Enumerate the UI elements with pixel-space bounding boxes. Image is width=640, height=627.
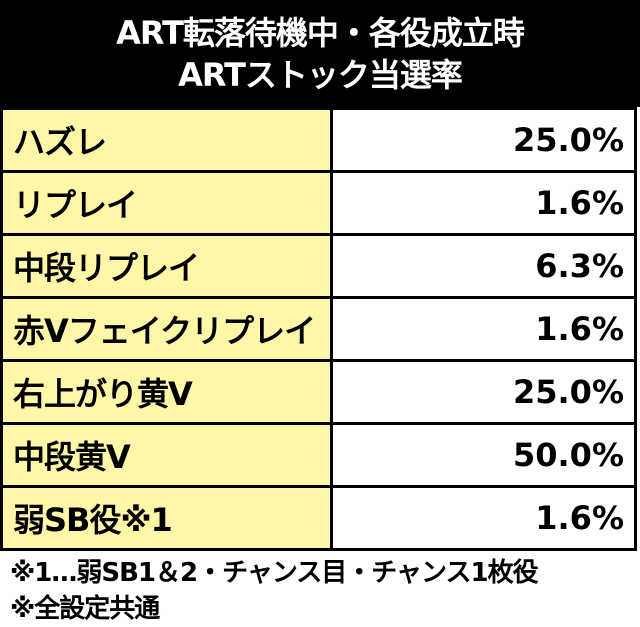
row-label: 中段黄V bbox=[3, 425, 333, 485]
footnote: ※1…弱SB1＆2・チャンス目・チャンス1枚役 bbox=[10, 558, 539, 588]
table-row: 中段リプレイ 6.3% bbox=[3, 236, 637, 299]
notes: ※1…弱SB1＆2・チャンス目・チャンス1枚役 ※全設定共通 bbox=[0, 551, 640, 627]
table: ハズレ 25.0% リプレイ 1.6% 中段リプレイ 6.3% 赤Vフェイクリプレイ 1.6%… bbox=[0, 107, 637, 551]
footnote: ※全設定共通 bbox=[10, 594, 160, 624]
row-label: 中段リプレイ bbox=[3, 236, 333, 296]
table-row: 赤Vフェイクリプレイ 1.6% bbox=[3, 299, 637, 362]
table-row: リプレイ 1.6% bbox=[3, 173, 637, 236]
table-row: 弱SB役※1 1.6% bbox=[3, 488, 637, 551]
row-label: 右上がり黄V bbox=[3, 362, 333, 422]
row-value: 25.0% bbox=[333, 110, 637, 170]
row-value: 6.3% bbox=[333, 236, 637, 296]
row-label: 弱SB役※1 bbox=[3, 488, 333, 548]
row-label: ハズレ bbox=[3, 110, 333, 170]
row-value: 1.6% bbox=[333, 488, 637, 548]
table-row: 右上がり黄V 25.0% bbox=[3, 362, 637, 425]
table-row: 中段黄V 50.0% bbox=[3, 425, 637, 488]
table-row: ハズレ 25.0% bbox=[3, 110, 637, 173]
row-value: 1.6% bbox=[333, 173, 637, 233]
row-label: リプレイ bbox=[3, 173, 333, 233]
row-label: 赤Vフェイクリプレイ bbox=[3, 299, 333, 359]
header: ART転落待機中・各役成立時 ARTストック当選率 bbox=[0, 0, 640, 107]
title-line: ARTストック当選率 bbox=[178, 55, 463, 94]
title-line: ART転落待機中・各役成立時 bbox=[116, 13, 525, 52]
row-value: 1.6% bbox=[333, 299, 637, 359]
row-value: 25.0% bbox=[333, 362, 637, 422]
row-value: 50.0% bbox=[333, 425, 637, 485]
